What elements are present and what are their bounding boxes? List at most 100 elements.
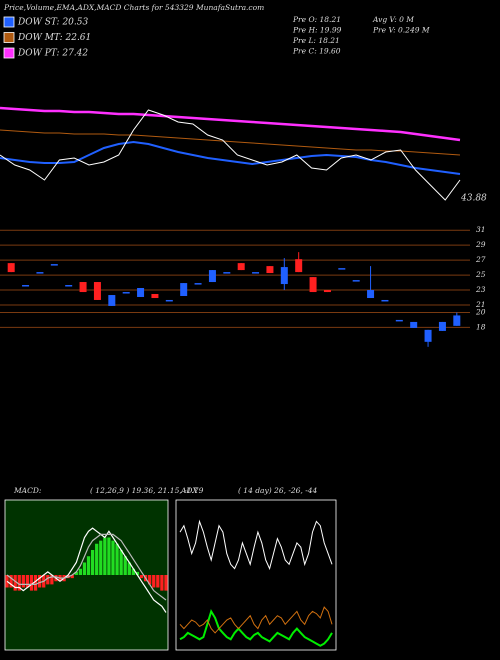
y-tick-label: 20 xyxy=(475,307,486,316)
histogram-bar xyxy=(86,556,91,575)
histogram-bar xyxy=(74,571,78,575)
histogram-bar xyxy=(127,562,131,575)
panel-params: ( 14 day) 26, -26, -44 xyxy=(238,486,318,495)
candle-body xyxy=(252,272,260,274)
histogram-bar xyxy=(123,556,127,575)
candle-body xyxy=(424,329,432,342)
candle-body xyxy=(309,277,317,293)
histogram-bar xyxy=(25,575,30,588)
histogram-bar xyxy=(107,537,111,575)
candle-body xyxy=(395,319,403,322)
candle-body xyxy=(338,268,346,270)
series-line xyxy=(0,129,461,156)
candle-body xyxy=(410,321,418,328)
y-tick-label: 31 xyxy=(476,225,486,234)
histogram-bar xyxy=(90,550,95,575)
candle-body xyxy=(65,285,73,287)
legend-label: DOW PT: 27.42 xyxy=(17,49,88,59)
candle-body xyxy=(280,267,288,285)
histogram-bar xyxy=(33,575,38,591)
histogram-bar xyxy=(21,575,25,588)
candle-body xyxy=(453,315,461,326)
histogram-bar xyxy=(111,540,115,575)
histogram-bar xyxy=(99,540,103,575)
candle-body xyxy=(352,280,360,282)
histogram-bar xyxy=(95,543,99,575)
candle-body xyxy=(151,293,159,299)
y-tick-label: 18 xyxy=(476,322,486,331)
histogram-bar xyxy=(70,575,74,579)
price-info: Pre H: 19.99 xyxy=(292,26,342,35)
histogram-bar xyxy=(50,575,54,585)
candle-body xyxy=(266,266,274,274)
legend-swatch xyxy=(3,16,15,28)
legend-swatch xyxy=(3,32,15,43)
price-info: Pre C: 19.60 xyxy=(292,47,341,56)
series-line xyxy=(179,608,333,647)
price-label: 43.88 xyxy=(460,194,487,204)
candle-body xyxy=(122,292,130,294)
histogram-bar xyxy=(103,537,107,575)
candle-body xyxy=(137,288,145,297)
candle-body xyxy=(108,295,116,306)
histogram-bar xyxy=(135,571,140,575)
price-info: Avg V: 0 M xyxy=(372,15,414,24)
histogram-bar xyxy=(139,575,144,579)
price-info: Pre O: 18.21 xyxy=(292,15,341,24)
candle-body xyxy=(323,290,331,293)
candle-body xyxy=(180,283,188,297)
series-line xyxy=(0,140,461,175)
y-tick-label: 23 xyxy=(475,285,486,294)
legend-label: DOW MT: 22.61 xyxy=(17,33,91,43)
panel-label: ADX xyxy=(180,486,198,495)
series-line xyxy=(0,109,461,201)
y-tick-label: 21 xyxy=(475,300,486,309)
histogram-bar xyxy=(115,543,119,575)
candle-body xyxy=(367,290,375,299)
histogram-bar xyxy=(152,575,156,588)
candle-body xyxy=(438,321,446,331)
legend-swatch xyxy=(3,47,15,59)
panel-label: MACD: xyxy=(13,486,42,495)
chart-title: Price,Volume,EMA,ADX,MACD Charts for 543… xyxy=(3,3,264,12)
histogram-bar xyxy=(38,575,42,588)
candle-body xyxy=(208,270,216,283)
y-tick-label: 29 xyxy=(475,240,486,249)
candle-body xyxy=(50,264,58,266)
series-line xyxy=(0,106,461,142)
series-line xyxy=(179,519,333,571)
histogram-bar xyxy=(148,575,152,585)
candle-body xyxy=(79,282,87,293)
candle-body xyxy=(194,283,202,285)
histogram-bar xyxy=(46,575,50,585)
histogram-bar xyxy=(5,575,9,588)
candle-body xyxy=(237,263,245,271)
y-tick-label: 25 xyxy=(475,270,486,279)
histogram-bar xyxy=(156,575,160,588)
price-info: Pre L: 18.21 xyxy=(292,36,340,45)
series-line xyxy=(6,533,167,601)
histogram-bar xyxy=(17,575,21,591)
candle-body xyxy=(22,285,30,287)
candle-body xyxy=(93,282,101,300)
histogram-bar xyxy=(164,575,168,591)
histogram-bar xyxy=(9,575,13,588)
histogram-bar xyxy=(13,575,17,591)
histogram-bar xyxy=(131,568,135,575)
candle-body xyxy=(223,272,231,274)
y-tick-label: 27 xyxy=(475,255,486,264)
panel-params: ( 12,26,9 ) 19.36, 21.15, -1.79 xyxy=(90,486,204,495)
candle-body xyxy=(381,299,389,302)
series-line xyxy=(179,606,333,634)
histogram-bar xyxy=(78,568,83,575)
histogram-bar xyxy=(119,550,123,575)
price-info: Pre V: 0.249 M xyxy=(372,26,430,35)
candle-body xyxy=(165,299,173,302)
candle-body xyxy=(7,263,15,273)
histogram-bar xyxy=(160,575,164,591)
histogram-bar xyxy=(29,575,34,591)
legend-label: DOW ST: 20.53 xyxy=(17,18,88,28)
candle-body xyxy=(295,259,303,273)
